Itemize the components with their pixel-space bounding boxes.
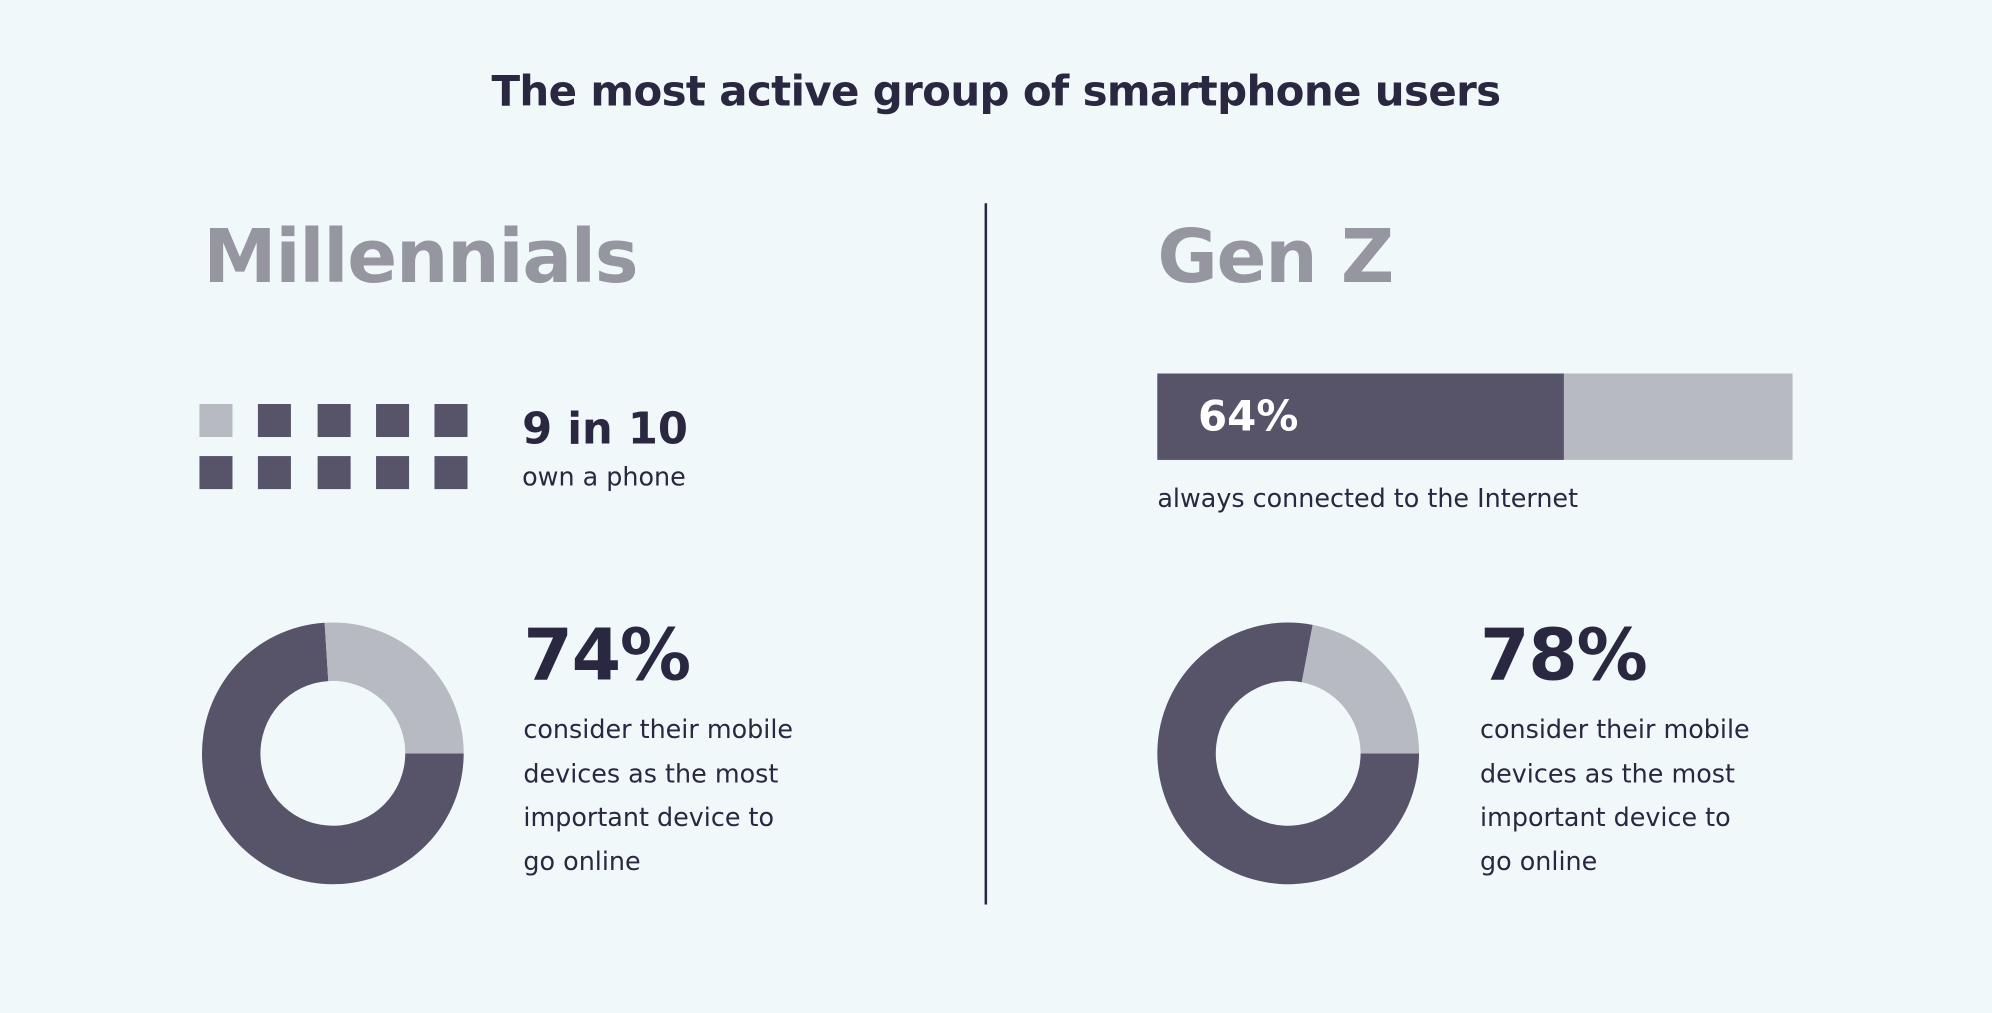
donut-slice-rest (324, 622, 464, 754)
bar-text: always connected to the Internet (1157, 482, 1579, 514)
phone-square-icon (258, 403, 292, 438)
text-line: consider their mobile (1480, 713, 1750, 745)
donut-slice-rest (1301, 624, 1420, 754)
millennials-donut-text: consider their mobile devices as the mos… (523, 708, 793, 883)
millennials-heading: Millennials (203, 213, 638, 300)
genz-donut-value: 78% (1480, 614, 1648, 698)
ownership-stat: 9 in 10 (522, 403, 688, 455)
text-line: consider their mobile (523, 713, 794, 745)
genz-heading: Gen Z (1157, 213, 1394, 300)
phone-square-icon (199, 403, 233, 438)
millennials-donut (201, 622, 464, 885)
genz-connected-bar: 64% (1157, 373, 1793, 460)
text-line: go online (1480, 845, 1598, 876)
donut-slice-value (201, 622, 464, 885)
phone-square-icon (434, 403, 468, 438)
divider (984, 203, 988, 905)
genz-donut (1157, 622, 1420, 885)
phone-square-icon (258, 456, 292, 490)
text-line: important device to (523, 801, 775, 833)
phone-icon-array (199, 403, 468, 490)
text-line: important device to (1480, 801, 1731, 833)
genz-donut-text: consider their mobile devices as the mos… (1480, 708, 1750, 883)
bar-fill (1157, 373, 1564, 460)
phone-square-icon (375, 456, 409, 490)
phone-square-icon (317, 403, 351, 438)
phone-square-icon (317, 456, 351, 490)
ownership-label: own a phone (522, 461, 686, 492)
page-title: The most active group of smartphone user… (491, 66, 1501, 116)
text-line: go online (523, 845, 641, 876)
phone-square-icon (434, 456, 468, 490)
phone-square-icon (375, 403, 409, 438)
millennials-donut-value: 74% (523, 614, 691, 698)
donut-slice-value (1157, 622, 1420, 885)
bar-value: 64% (1197, 391, 1299, 441)
text-line: devices as the most (523, 757, 779, 789)
phone-square-icon (199, 456, 233, 490)
text-line: devices as the most (1480, 757, 1735, 789)
